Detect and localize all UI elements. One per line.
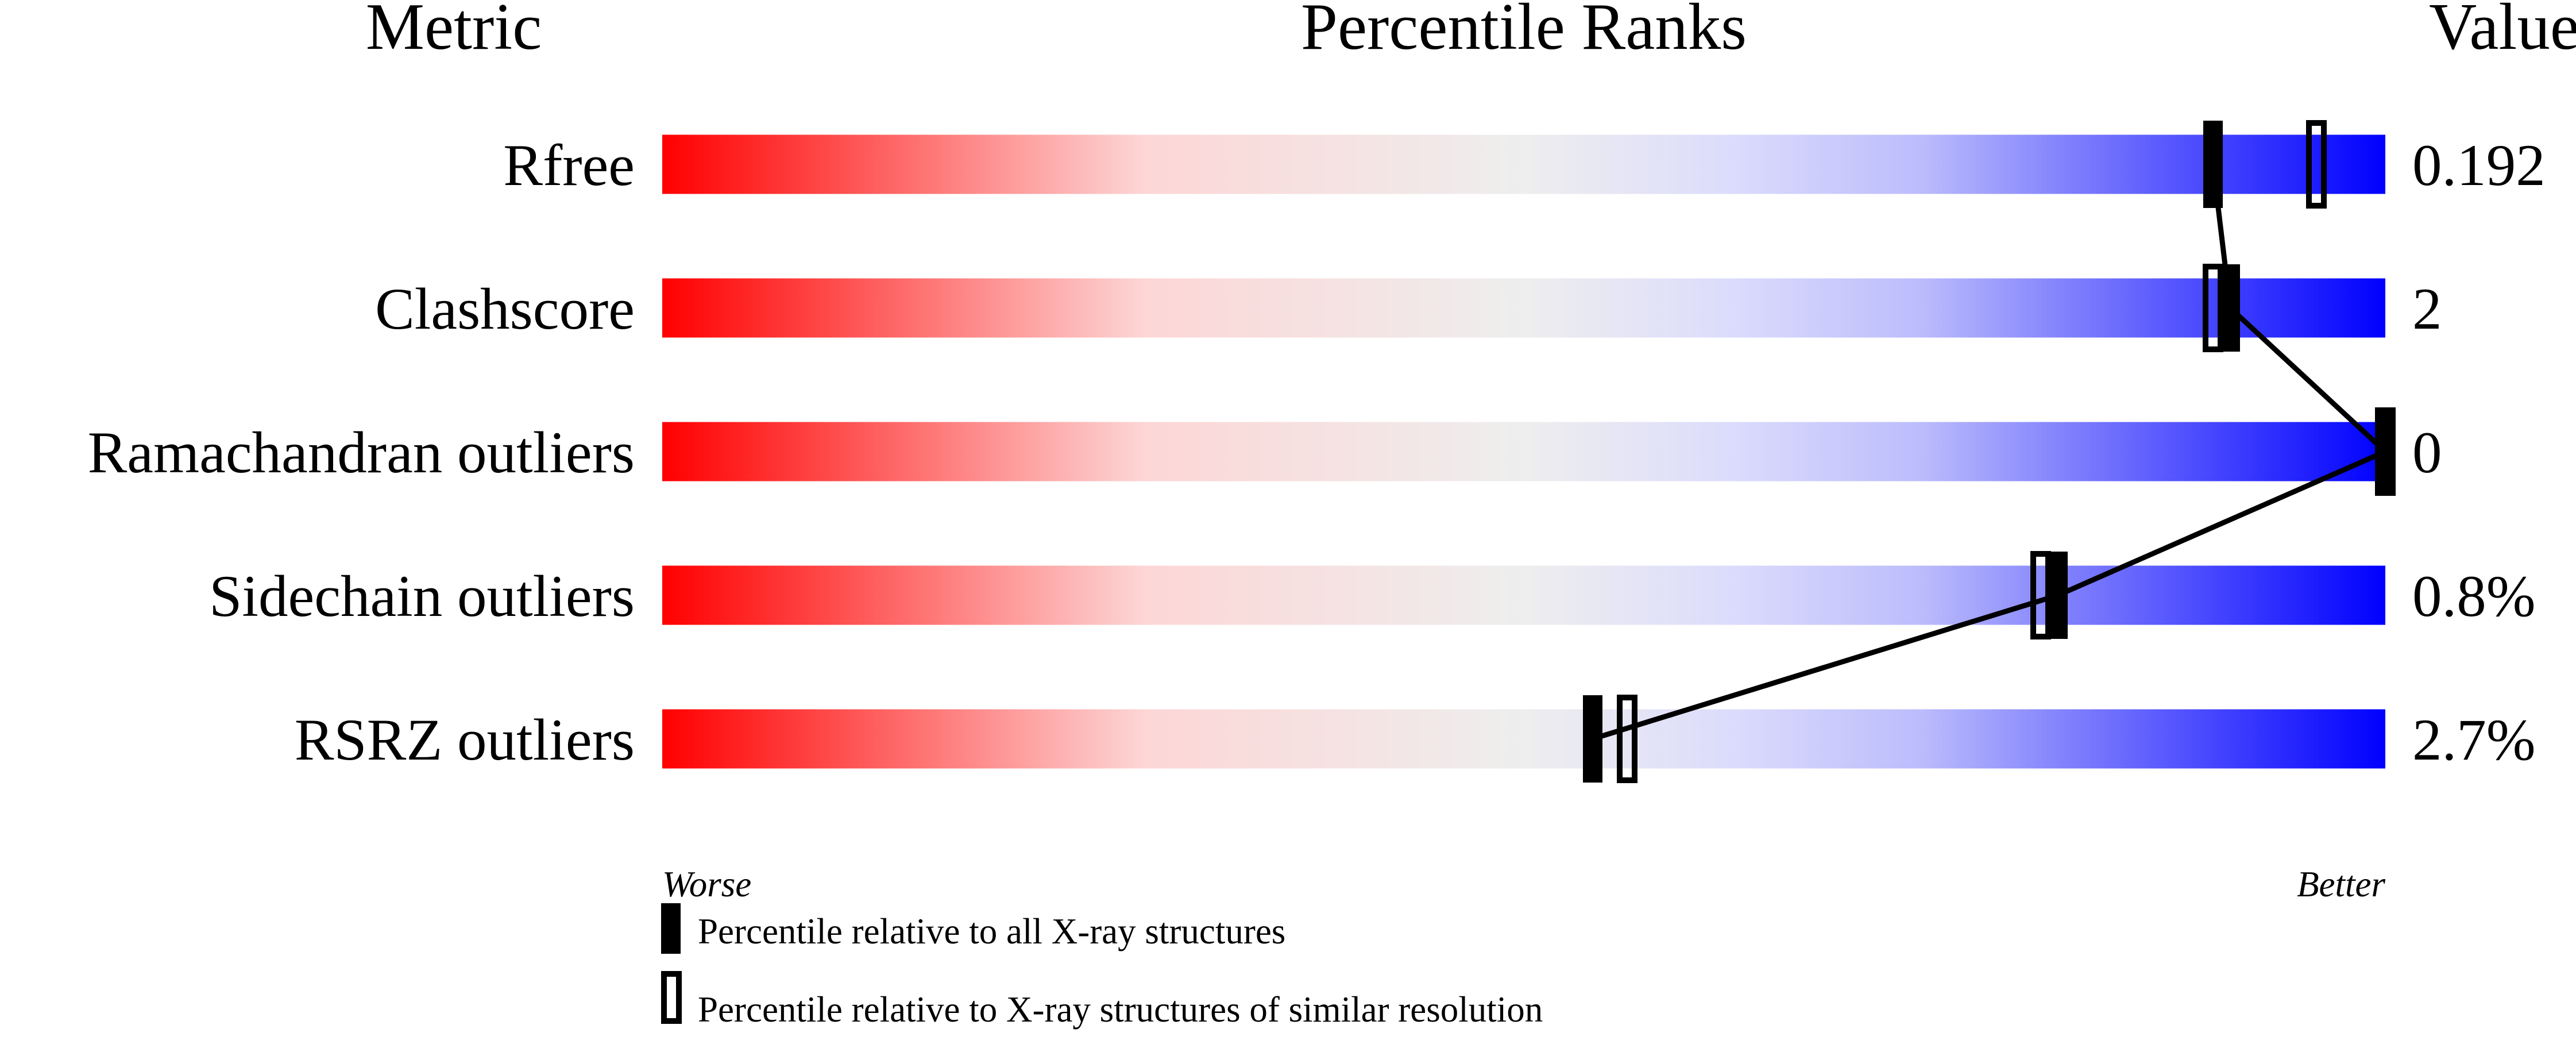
percentile-bar: [662, 134, 2385, 194]
metric-value: 0: [2412, 420, 2442, 486]
metric-label: Clashscore: [375, 276, 635, 342]
marker-all-structures: [1583, 695, 1602, 783]
percentile-bar: [662, 709, 2385, 769]
legend-label-similar: Percentile relative to X-ray structures …: [698, 989, 1543, 1030]
metric-value: 0.192: [2412, 133, 2546, 198]
header-value: Value: [2429, 0, 2576, 63]
percentile-bar: [662, 278, 2385, 338]
metric-value: 0.8%: [2412, 564, 2536, 629]
marker-similar-resolution: [1617, 695, 1637, 783]
marker-all-structures: [2048, 552, 2068, 639]
axis-label-worse: Worse: [662, 864, 751, 904]
metric-label: Sidechain outliers: [209, 564, 635, 629]
marker-all-structures: [2376, 408, 2395, 495]
legend-label-all: Percentile relative to all X-ray structu…: [698, 911, 1285, 951]
metric-label: RSRZ outliers: [295, 707, 635, 773]
percentile-bar: [662, 565, 2385, 625]
legend-open-marker: [661, 971, 682, 1024]
legend-filled-marker: [661, 903, 681, 954]
marker-similar-resolution: [2306, 120, 2327, 209]
metric-value: 2: [2412, 276, 2442, 342]
header-metric: Metric: [366, 0, 542, 63]
metric-value: 2.7%: [2412, 707, 2536, 773]
header-percentile-ranks: Percentile Ranks: [1301, 0, 1747, 63]
metric-label: Ramachandran outliers: [88, 420, 635, 486]
percentile-bar: [662, 422, 2385, 481]
marker-all-structures: [2220, 264, 2240, 352]
axis-label-better: Better: [2297, 864, 2385, 904]
marker-all-structures: [2203, 121, 2223, 208]
metric-label: Rfree: [503, 133, 635, 198]
